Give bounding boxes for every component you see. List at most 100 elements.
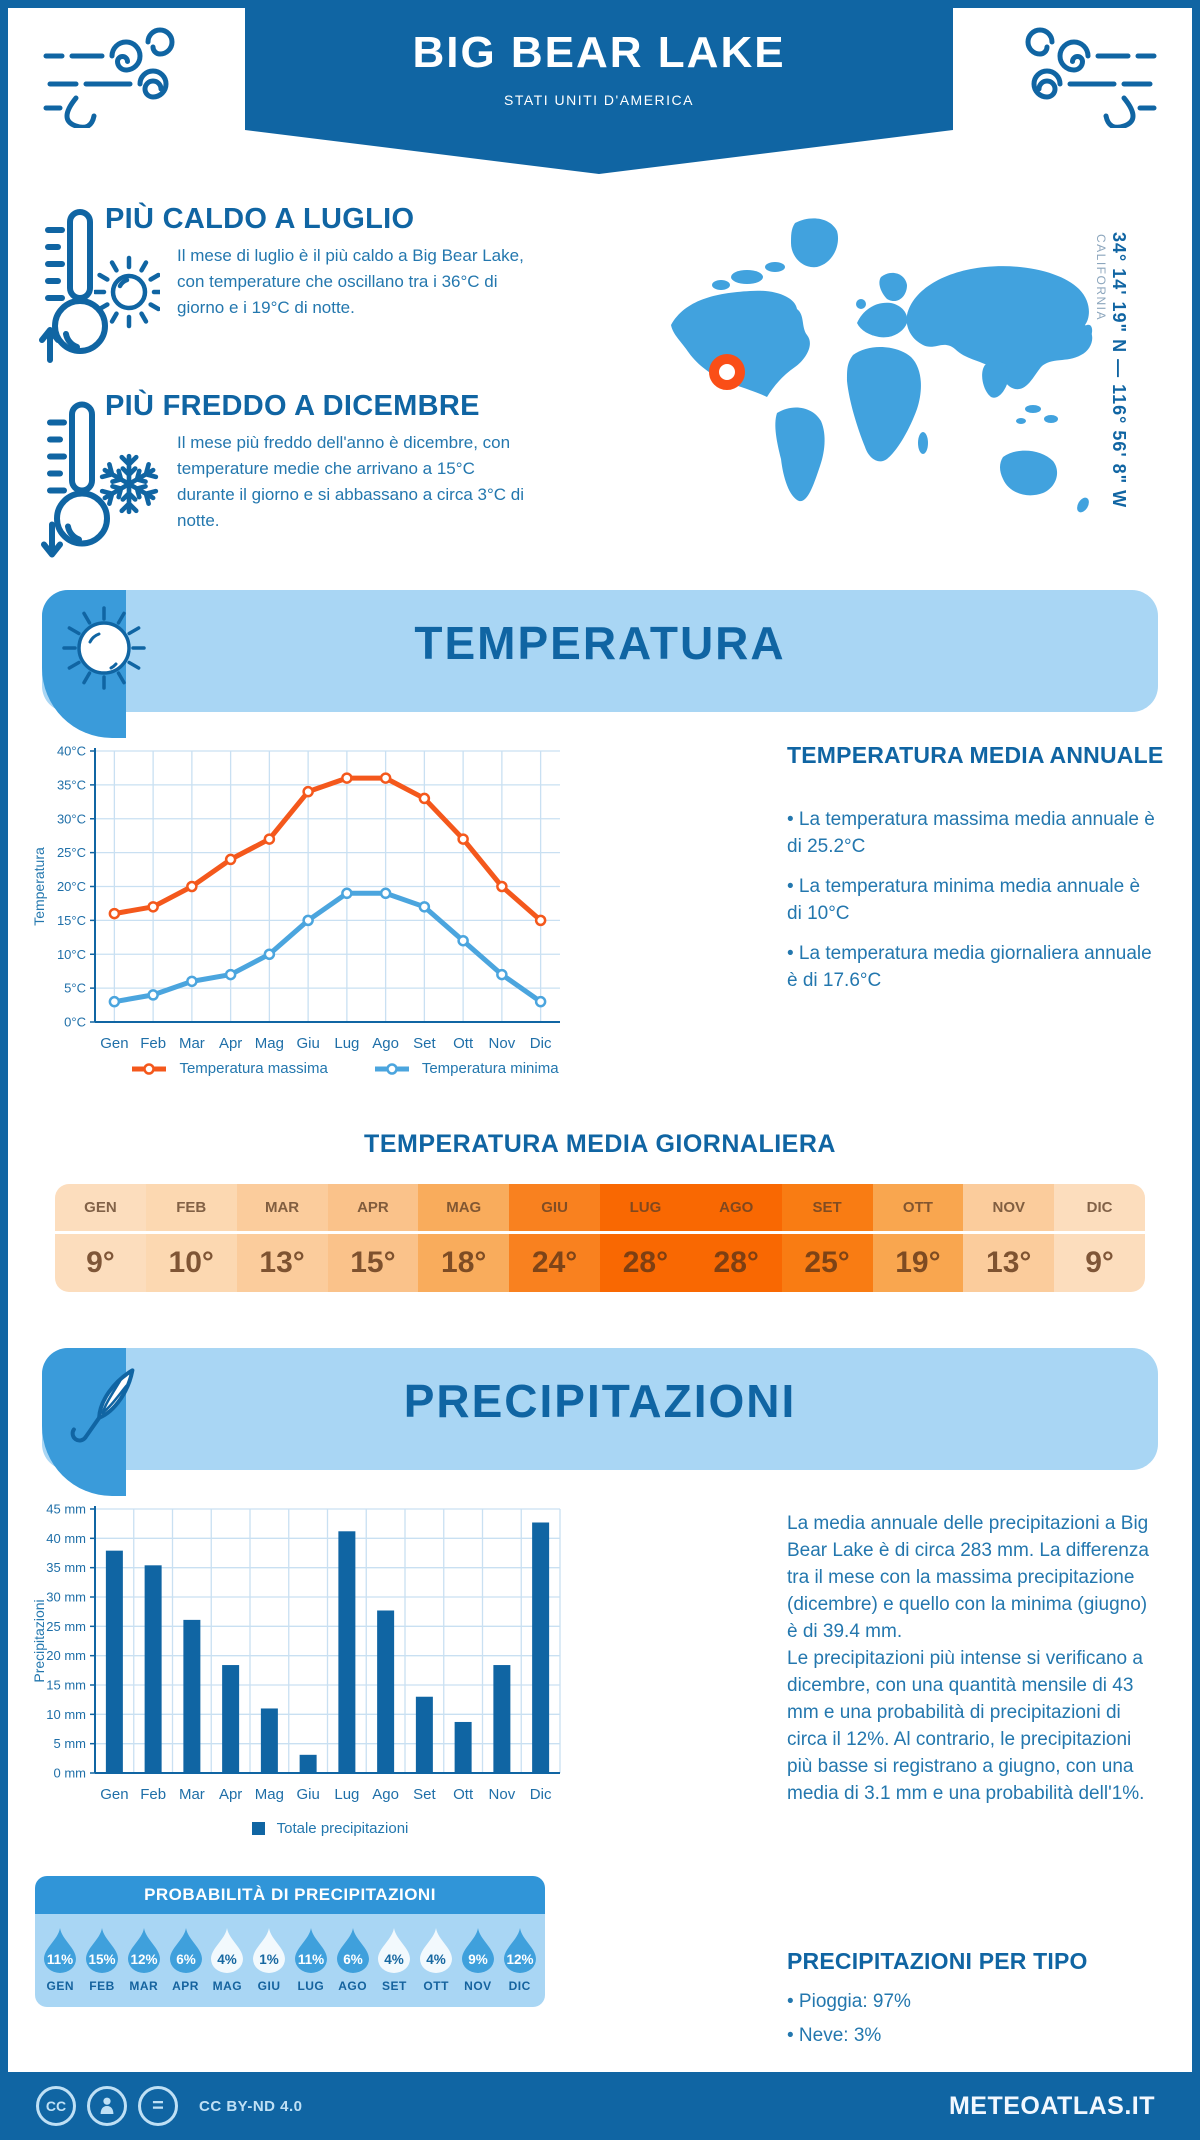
probability-drop-item: 9% NOV xyxy=(457,1926,498,1993)
svg-text:Set: Set xyxy=(413,1035,436,1052)
svg-text:Mag: Mag xyxy=(255,1035,284,1052)
page-border-left xyxy=(0,0,8,2140)
probability-month-label: APR xyxy=(172,1979,199,1993)
sun-icon xyxy=(94,255,160,332)
daily-temperature-value: 24° xyxy=(509,1234,600,1292)
annual-bullet: • La temperatura massima media annuale è… xyxy=(787,809,1155,857)
svg-text:10°C: 10°C xyxy=(57,947,86,962)
sun-banner-icon xyxy=(62,606,146,690)
cold-month-text: Il mese più freddo dell'anno è dicembre,… xyxy=(177,433,524,530)
probability-drop-item: 15% FEB xyxy=(82,1926,123,1993)
probability-drop-item: 11% GEN xyxy=(40,1926,81,1993)
svg-text:11%: 11% xyxy=(298,1952,324,1967)
footer: CC = CC BY-ND 4.0 METEOATLAS.IT xyxy=(0,2072,1200,2140)
svg-text:25°C: 25°C xyxy=(57,845,86,860)
svg-text:Gen: Gen xyxy=(100,1035,128,1052)
probability-drop-item: 11% LUG xyxy=(290,1926,331,1993)
daily-month-header: MAR xyxy=(236,1184,328,1234)
daily-month-header: APR xyxy=(327,1184,419,1234)
annual-bullet: • La temperatura minima media annuale è … xyxy=(787,876,1141,924)
svg-text:40 mm: 40 mm xyxy=(46,1531,86,1546)
svg-text:Giu: Giu xyxy=(296,1786,319,1803)
thermometer-down-icon xyxy=(41,401,110,558)
svg-text:0 mm: 0 mm xyxy=(54,1766,87,1781)
daily-temperature-title: TEMPERATURA MEDIA GIORNALIERA xyxy=(364,1130,836,1158)
cold-month-title: PIÙ FREDDO A DICEMBRE xyxy=(105,390,480,422)
svg-text:Nov: Nov xyxy=(489,1786,516,1803)
svg-text:Feb: Feb xyxy=(140,1035,166,1052)
daily-temperature-value: 13° xyxy=(963,1234,1055,1292)
temperature-line-chart: 0°C 5°C 10°C 15°C 20°C 25°C 30°C 35°C 40°C Gen Feb… xyxy=(31,744,560,1052)
legend-item-total: Totale precipitazioni xyxy=(251,1820,408,1837)
svg-text:Dic: Dic xyxy=(530,1786,552,1803)
probability-drop-item: 1% GIU xyxy=(249,1926,290,1993)
water-drop-icon: 12% xyxy=(503,1928,536,1973)
svg-text:30°C: 30°C xyxy=(57,811,86,826)
daily-temperature-value: 28° xyxy=(600,1234,691,1292)
daily-temperature-value: 15° xyxy=(327,1234,419,1292)
water-drop-icon: 4% xyxy=(211,1928,244,1973)
precipitation-paragraph-2: Le precipitazioni più intense si verific… xyxy=(787,1648,1145,1804)
temperature-banner-title: TEMPERATURA xyxy=(414,617,786,669)
water-drop-icon: 6% xyxy=(169,1928,202,1973)
water-drop-icon: 9% xyxy=(461,1928,494,1973)
svg-text:5 mm: 5 mm xyxy=(54,1736,87,1751)
daily-month-header: GEN xyxy=(55,1184,146,1234)
precipitation-banner-title: PRECIPITAZIONI xyxy=(403,1375,797,1427)
temperature-banner xyxy=(42,590,1158,712)
daily-temperature-value: 10° xyxy=(145,1234,237,1292)
footer-license: CC BY-ND 4.0 xyxy=(199,2097,303,2115)
svg-text:40°C: 40°C xyxy=(57,744,86,759)
probability-month-label: GEN xyxy=(46,1979,75,1993)
precipitation-banner xyxy=(42,1348,1158,1470)
probability-drop-item: 6% AGO xyxy=(332,1926,373,1993)
probability-month-label: FEB xyxy=(89,1979,115,1993)
daily-temperature-value: 9° xyxy=(55,1234,146,1292)
svg-text:5°C: 5°C xyxy=(64,981,86,996)
snowflake-icon xyxy=(96,453,162,530)
probability-month-label: NOV xyxy=(464,1979,492,1993)
svg-text:12%: 12% xyxy=(506,1952,533,1967)
water-drop-icon: 4% xyxy=(420,1928,453,1973)
probability-month-label: DIC xyxy=(508,1979,531,1993)
precipitation-chart-legend: Totale precipitazioni xyxy=(180,1820,480,1837)
page-border-right xyxy=(1192,0,1200,2140)
precipitation-paragraph-1: La media annuale delle precipitazioni a … xyxy=(787,1513,1149,1642)
bar-swatch xyxy=(251,1822,265,1835)
daily-temperature-value: 19° xyxy=(872,1234,964,1292)
svg-text:Ago: Ago xyxy=(372,1035,399,1052)
probability-month-label: LUG xyxy=(297,1979,325,1993)
svg-text:Apr: Apr xyxy=(219,1035,242,1052)
water-drop-icon: 4% xyxy=(378,1928,411,1973)
page-subtitle: STATI UNITI D'AMERICA xyxy=(504,92,694,108)
probability-drop-item: 4% MAG xyxy=(207,1926,248,1993)
page-border-top xyxy=(0,0,1200,8)
annual-temperature-title: TEMPERATURA MEDIA ANNUALE xyxy=(787,742,1164,768)
probability-month-label: MAG xyxy=(212,1979,243,1993)
daily-month-header: LUG xyxy=(600,1184,691,1234)
daily-temperature-value: 9° xyxy=(1054,1234,1145,1292)
thermometer-up-icon xyxy=(39,209,108,363)
probability-month-label: OTT xyxy=(423,1979,449,1993)
daily-month-header: OTT xyxy=(872,1184,964,1234)
svg-text:30 mm: 30 mm xyxy=(46,1590,86,1605)
legend-item-max: Temperatura massima xyxy=(131,1060,328,1077)
svg-text:Mag: Mag xyxy=(255,1786,284,1803)
svg-text:4%: 4% xyxy=(218,1952,238,1967)
svg-text:6%: 6% xyxy=(343,1952,363,1967)
probability-drop-item: 4% OTT xyxy=(416,1926,457,1993)
svg-text:12%: 12% xyxy=(130,1952,157,1967)
footer-site: METEOATLAS.IT xyxy=(948,2091,1155,2120)
cc-nd-icon: = xyxy=(138,2086,178,2126)
probability-drop-item: 4% SET xyxy=(374,1926,415,1993)
probability-month-label: SET xyxy=(381,1979,407,1993)
precipitation-type-rain: • Pioggia: 97% xyxy=(787,1991,911,2012)
svg-text:0°C: 0°C xyxy=(64,1015,86,1030)
daily-month-header: MAG xyxy=(418,1184,510,1234)
daily-temperature-value: 25° xyxy=(781,1234,873,1292)
daily-temperature-table: GEN FEB MAR APR MAG GIU LUG AGO SET OTT NOV DIC 9° 10… xyxy=(55,1184,1145,1292)
svg-text:15°C: 15°C xyxy=(57,913,86,928)
svg-text:10 mm: 10 mm xyxy=(46,1707,86,1722)
line-min-marker xyxy=(374,1062,409,1075)
svg-text:15%: 15% xyxy=(89,1952,116,1967)
